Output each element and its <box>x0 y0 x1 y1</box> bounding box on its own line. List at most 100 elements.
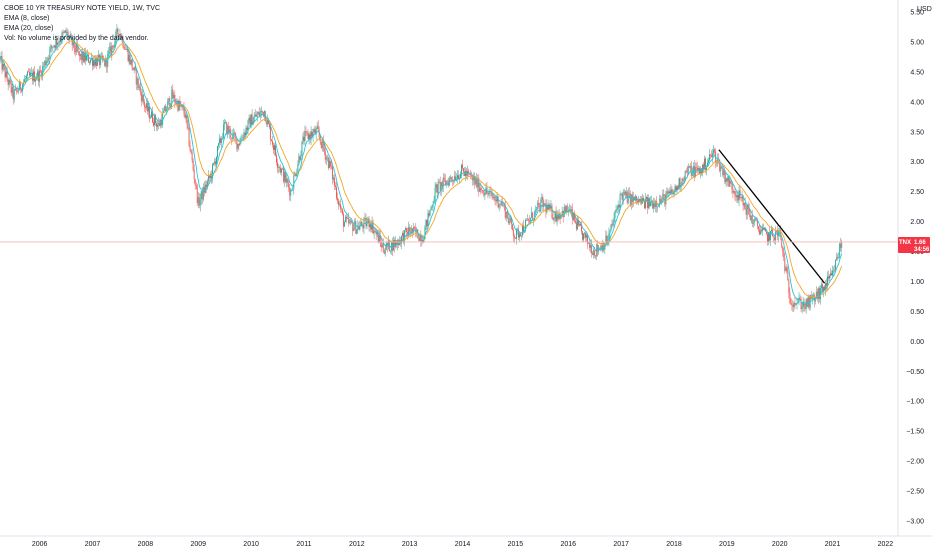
candle <box>92 56 93 71</box>
candle <box>735 190 737 202</box>
candle <box>478 174 480 197</box>
candle <box>355 217 357 235</box>
candle <box>598 245 600 255</box>
candle <box>494 195 496 206</box>
candle <box>178 99 180 112</box>
candle <box>487 192 489 199</box>
candle <box>652 199 654 209</box>
candle <box>531 206 533 219</box>
candle-body <box>192 160 194 170</box>
candle-body <box>569 209 571 212</box>
candle <box>50 43 52 53</box>
candle <box>279 165 281 173</box>
candle-body <box>300 155 302 160</box>
candle <box>235 132 237 144</box>
candle-body <box>790 302 792 305</box>
candle-body <box>514 237 516 239</box>
candle <box>64 30 66 34</box>
candle <box>99 53 101 70</box>
candle <box>441 180 443 193</box>
candle <box>474 172 476 189</box>
candle <box>281 167 283 177</box>
candle-body <box>667 191 669 194</box>
candle-body <box>130 59 132 65</box>
candle-body <box>437 181 439 193</box>
candle-body <box>544 203 546 205</box>
trendline[interactable] <box>718 149 826 284</box>
candle <box>329 160 331 170</box>
candle <box>232 129 234 142</box>
candle-body <box>430 207 432 210</box>
candle <box>24 75 26 83</box>
candle-body <box>78 51 80 57</box>
candle-body <box>435 184 437 188</box>
candle-body <box>5 71 7 78</box>
price-badge-symbol: TNX <box>899 240 911 246</box>
candle <box>243 128 245 142</box>
candle-body <box>408 227 410 236</box>
candle <box>782 245 784 257</box>
candle <box>143 98 145 112</box>
candle-body <box>75 44 77 53</box>
candle-body <box>335 185 336 188</box>
candle-body <box>610 224 612 231</box>
candle <box>303 130 305 146</box>
candle <box>635 195 637 205</box>
candle <box>254 109 256 118</box>
candle-body <box>413 226 415 233</box>
candle-body <box>135 69 137 85</box>
candle-body <box>65 30 67 34</box>
candle-body <box>43 65 45 67</box>
candle-body <box>312 132 314 137</box>
candle-body <box>98 54 100 58</box>
candle <box>470 169 472 180</box>
legend-ema8[interactable]: EMA (8, close) <box>4 15 50 22</box>
candle-body <box>278 167 279 168</box>
candle-body <box>295 173 297 176</box>
candle <box>60 36 62 44</box>
candle <box>291 188 293 192</box>
candle-body <box>801 307 803 309</box>
candle <box>553 217 555 225</box>
candle-body <box>25 75 27 79</box>
candle <box>309 131 311 144</box>
candle <box>322 135 324 152</box>
candle <box>192 157 194 172</box>
candle <box>185 111 187 123</box>
candle-body <box>41 71 43 77</box>
candle <box>274 143 275 156</box>
candle <box>68 35 70 45</box>
candle <box>747 201 749 215</box>
legend-ema20[interactable]: EMA (20, close) <box>4 25 54 32</box>
candle <box>600 244 602 252</box>
candle <box>258 106 260 118</box>
candle-body <box>699 168 701 174</box>
time-axis[interactable]: 2006 2007 2008 2009 2010 2011 2012 2013 2014 2015… <box>32 541 893 548</box>
candle <box>707 158 708 167</box>
candle <box>725 172 727 185</box>
price-axis[interactable]: 5.505.004.504.003.503.002.502.001.501.00… <box>906 10 924 526</box>
candle-body <box>505 211 507 218</box>
candle-body <box>235 136 237 139</box>
y-tick-label: 4.50 <box>910 69 924 76</box>
candle-body <box>580 224 581 226</box>
candle <box>733 190 735 195</box>
candle <box>378 229 380 243</box>
candle-body <box>827 276 828 286</box>
candle-body <box>188 127 190 146</box>
candle <box>841 239 843 253</box>
candle-body <box>85 55 87 61</box>
candle-body <box>271 141 273 145</box>
candle <box>694 162 696 178</box>
candle <box>349 219 351 225</box>
legend-title[interactable]: CBOE 10 YR TREASURY NOTE YIELD, 1W, TVC <box>4 5 160 12</box>
candle <box>31 66 32 76</box>
candle-body <box>208 175 210 179</box>
candle-body <box>178 100 180 111</box>
candle-body <box>308 134 310 139</box>
candle <box>632 192 634 207</box>
candle <box>724 169 726 184</box>
candle <box>215 158 216 167</box>
candle <box>53 44 55 48</box>
